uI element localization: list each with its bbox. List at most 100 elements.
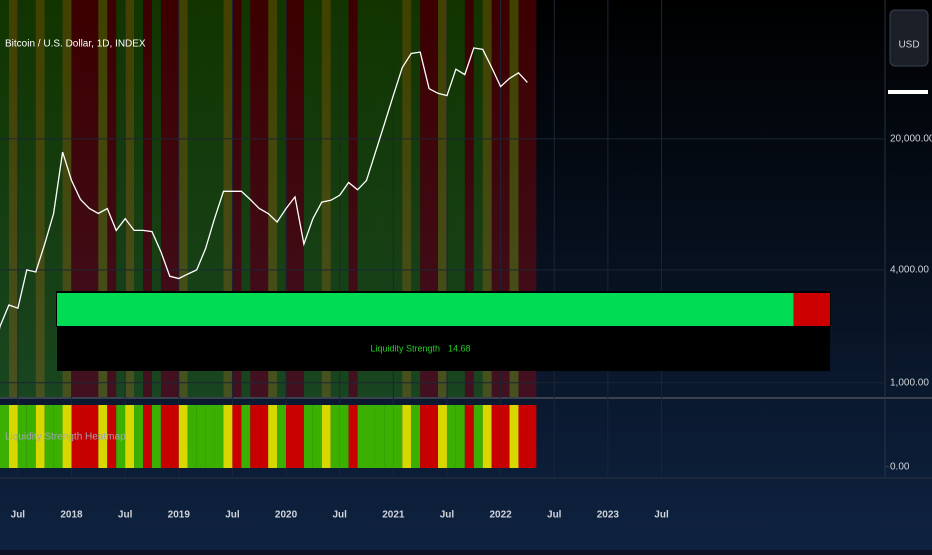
heatmap-cell <box>295 405 304 468</box>
y-tick-label: 20,000.00 <box>890 133 932 144</box>
heatmap-cell <box>125 405 135 468</box>
background-band <box>62 0 72 397</box>
background-band <box>303 0 313 397</box>
heatmap-cell <box>80 405 90 468</box>
heatmap-cell <box>89 405 99 468</box>
background-band <box>143 0 152 397</box>
background-band <box>268 0 278 397</box>
x-tick-label: Jul <box>118 510 133 521</box>
x-tick-label: 2022 <box>489 510 512 521</box>
heatmap-cell <box>8 405 18 468</box>
grid <box>0 0 885 478</box>
background-band <box>35 0 45 397</box>
background-band <box>232 0 242 397</box>
currency-button[interactable] <box>889 9 929 67</box>
background-band <box>277 0 287 397</box>
background-band <box>169 0 179 397</box>
background-band <box>518 0 528 397</box>
background-band <box>473 0 483 397</box>
heatmap-cell <box>339 405 349 468</box>
heatmap-cell <box>143 405 152 468</box>
y-tick-label: 4,000.00 <box>890 265 929 276</box>
background-band <box>491 0 501 397</box>
background-band <box>321 0 331 397</box>
heatmap-cell <box>178 405 188 468</box>
heatmap-cell <box>402 405 412 468</box>
heatmap-cell <box>71 405 81 468</box>
background-band <box>402 0 412 397</box>
background-band <box>8 0 18 397</box>
background-band <box>446 0 456 397</box>
heatmap-cell <box>62 405 72 468</box>
background-band <box>357 0 367 397</box>
background-bands <box>0 0 537 397</box>
heatmap-cell <box>223 405 233 468</box>
heatmap-cell <box>438 405 447 468</box>
heatmap-cell <box>116 405 126 468</box>
background-band <box>0 0 9 397</box>
background-band <box>464 0 474 397</box>
gauge-value: 14.68 <box>448 343 471 353</box>
heatmap-cell <box>420 405 430 468</box>
gauge-segment <box>57 293 794 326</box>
background-band <box>429 0 439 397</box>
background-band <box>286 0 295 397</box>
background-band <box>98 0 108 397</box>
background-band <box>455 0 465 397</box>
heatmap-cell <box>98 405 108 468</box>
background-band <box>295 0 304 397</box>
heatmap-cell <box>169 405 179 468</box>
background-band <box>223 0 233 397</box>
background-band <box>44 0 54 397</box>
heatmap-cell <box>411 405 421 468</box>
background-band <box>393 0 403 397</box>
background-band <box>348 0 358 397</box>
heatmap-cell <box>446 405 456 468</box>
x-tick-label: Jul <box>440 510 455 521</box>
background-band <box>205 0 215 397</box>
heatmap-cell <box>259 405 269 468</box>
background-band <box>312 0 322 397</box>
heatmap-cell <box>35 405 45 468</box>
heatmap-cell <box>26 405 36 468</box>
heatmap-cell <box>473 405 483 468</box>
background-band <box>482 0 492 397</box>
background-band <box>250 0 260 397</box>
x-tick-label: 2021 <box>382 510 405 521</box>
background-band <box>17 0 27 397</box>
background-band <box>80 0 90 397</box>
background-band <box>366 0 376 397</box>
background-band <box>420 0 430 397</box>
background-band <box>509 0 519 397</box>
heatmap-cell <box>187 405 197 468</box>
currency-label[interactable]: USD <box>898 40 919 51</box>
background-band <box>178 0 188 397</box>
heatmap-cell <box>241 405 251 468</box>
price-line <box>0 47 528 330</box>
heatmap-cell <box>53 405 63 468</box>
heatmap-cell <box>214 405 224 468</box>
heatmap-cell <box>455 405 465 468</box>
x-tick-label: 2019 <box>168 510 191 521</box>
heatmap-cell <box>527 405 537 468</box>
background-band <box>160 0 170 397</box>
heatmap-cell <box>44 405 54 468</box>
background-band <box>89 0 99 397</box>
heatmap-cell <box>375 405 385 468</box>
heatmap-cell <box>321 405 331 468</box>
background-band <box>500 0 510 397</box>
heatmap-cell <box>303 405 313 468</box>
heatmap-cell <box>205 405 215 468</box>
background-band <box>438 0 447 397</box>
y-tick-label: 0.00 <box>890 461 910 472</box>
x-tick-label: Jul <box>332 510 347 521</box>
heatmap-cell <box>429 405 439 468</box>
x-tick-label: Jul <box>11 510 26 521</box>
heatmap-cell <box>518 405 528 468</box>
heatmap-cell <box>277 405 287 468</box>
y-tick-label: 1,000.00 <box>890 377 929 388</box>
heatmap-cell <box>393 405 403 468</box>
gauge-label-box <box>57 326 830 371</box>
background-band <box>339 0 349 397</box>
